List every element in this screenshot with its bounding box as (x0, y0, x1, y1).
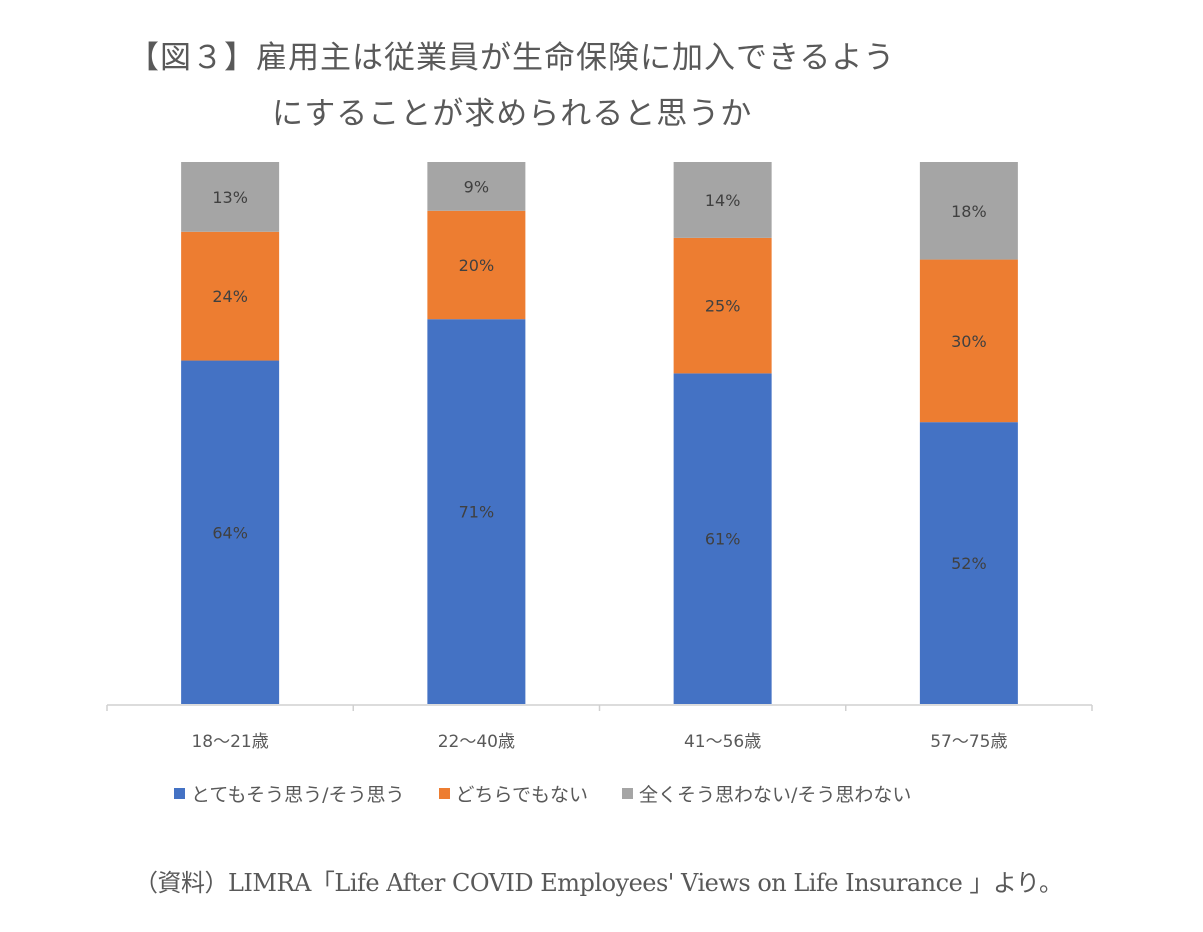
bar-segment-neutral (673, 237, 772, 374)
bar-segment-disagree (181, 162, 280, 232)
source-note: （資料）LIMRA「Life After COVID Employees' Vi… (134, 869, 1063, 897)
bar-segment-disagree (427, 162, 526, 211)
data-label: 71% (459, 503, 495, 522)
legend-swatch-disagree (621, 788, 633, 799)
x-tick-label: 57〜75歳 (930, 732, 1007, 752)
data-label: 52% (951, 554, 987, 573)
bar-segment-agree (427, 319, 526, 704)
legend-label-disagree: 全くそう思わない/そう思わない (638, 784, 912, 806)
legend-item-neutral: どちらでもない (438, 780, 588, 807)
chart-title-line2: にすることが求められると思うか (272, 96, 753, 132)
data-label: 13% (212, 188, 248, 207)
data-labels-group: 64% 24% 13% 71% 20% 9% 61% 25% 14% 52% 30% 18% (212, 177, 986, 573)
x-tick-label: 41〜56歳 (684, 732, 761, 752)
bar-segment-disagree (673, 162, 772, 238)
legend-swatch-agree (174, 788, 185, 799)
bar-segment-agree (919, 422, 1018, 704)
legend-label-agree: とてもそう思う/そう思う (191, 784, 405, 806)
stacked-bar-chart: 64% 24% 13% 71% 20% 9% 61% 25% 14% 52% 30% 18% 18〜2… (106, 162, 1093, 752)
legend-item-disagree: 全くそう思わない/そう思わない (621, 780, 912, 807)
data-label: 9% (464, 177, 489, 196)
bar-segment-neutral (181, 231, 280, 361)
x-tick-label: 18〜21歳 (191, 732, 268, 752)
x-axis: 18〜21歳 22〜40歳 41〜56歳 57〜75歳 (106, 704, 1093, 752)
x-tick-label: 22〜40歳 (438, 732, 515, 752)
bar-segment-neutral (427, 210, 526, 320)
data-label: 64% (212, 523, 248, 542)
bar-segment-disagree (919, 162, 1018, 260)
data-label: 30% (951, 332, 987, 351)
data-label: 61% (705, 530, 741, 549)
data-label: 14% (705, 191, 741, 210)
bar-segment-neutral (919, 259, 1018, 423)
legend-swatch-neutral (438, 788, 450, 799)
data-label: 25% (705, 297, 741, 316)
legend-item-agree: とてもそう思う/そう思う (174, 780, 405, 807)
chart-title-line1: 【図３】雇用主は従業員が生命保険に加入できるよう (128, 40, 896, 76)
bar-segment-agree (673, 373, 772, 704)
legend: とてもそう思う/そう思う どちらでもない 全くそう思わない/そう思わない (174, 780, 945, 807)
data-label: 18% (951, 202, 987, 221)
legend-label-neutral: どちらでもない (455, 784, 588, 806)
bars-group (181, 162, 1018, 704)
bar-segment-agree (181, 360, 280, 704)
data-label: 24% (212, 287, 248, 306)
data-label: 20% (459, 256, 495, 275)
